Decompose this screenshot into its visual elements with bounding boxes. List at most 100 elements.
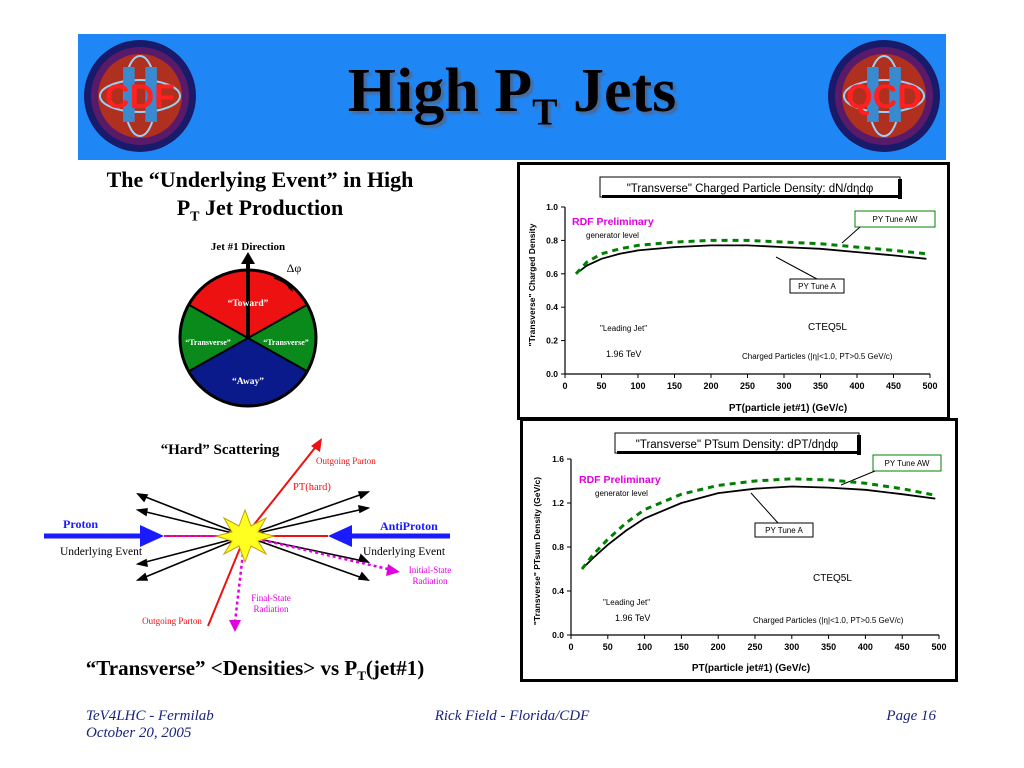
x-tick-label: 50	[596, 381, 606, 391]
underlying-event-right-label: Underlying Event	[363, 546, 446, 558]
title-banner: II CDF II QCD High PT Jets	[78, 34, 946, 160]
x-tick-label: 250	[740, 381, 755, 391]
footer-page: Page 16	[886, 708, 936, 724]
transverse-right-region	[248, 304, 317, 372]
x-tick-label: 50	[603, 642, 613, 652]
y-axis-label: "Transverse" PTsum Density (GeV/c)	[532, 477, 542, 625]
y-tick-label: 1.6	[552, 454, 564, 464]
away-label: “Away”	[232, 376, 264, 387]
leading-jet-label: "Leading Jet"	[600, 324, 647, 333]
pt-hard-label: PT(hard)	[293, 482, 331, 493]
x-tick-label: 150	[674, 642, 689, 652]
x-tick-label: 200	[711, 642, 726, 652]
y-axis-label: "Transverse" Charged Density	[527, 223, 537, 346]
chart-title: "Transverse" Charged Particle Density: d…	[627, 183, 874, 195]
svg-text:CDF: CDF	[105, 78, 175, 116]
x-tick-label: 150	[667, 381, 682, 391]
hard-scattering-diagram: “Hard” Scattering Outgoing Parton PT(har…	[44, 438, 452, 632]
legend-tune-a: PY Tune A	[775, 256, 845, 294]
charged-density-chart: "Transverse" Charged Particle Density: d…	[527, 176, 938, 414]
transverse-right-label: “Transverse”	[263, 338, 309, 347]
series-line-tune-a	[581, 485, 936, 570]
section-subtitle: The “Underlying Event” in High PT Jet Pr…	[106, 167, 414, 225]
x-tick-label: 400	[849, 381, 864, 391]
x-tick-label: 350	[813, 381, 828, 391]
ptsum-density-chart: "Transverse" PTsum Density: dPT/dηdφ PT(…	[532, 432, 947, 674]
legend-tune-aw-label: PY Tune AW	[885, 459, 930, 468]
cuts-label: Charged Particles (|η|<1.0, PT>0.5 GeV/c…	[742, 352, 893, 361]
fsr-label-2: Radiation	[254, 604, 289, 614]
antiproton-label: AntiProton	[380, 519, 438, 533]
y-tick-label: 0.4	[546, 302, 558, 312]
legend-tune-a-label: PY Tune A	[798, 282, 836, 291]
cuts-label: Charged Particles (|η|<1.0, PT>0.5 GeV/c…	[753, 616, 904, 625]
chart-title-box: "Transverse" Charged Particle Density: d…	[599, 176, 902, 199]
legend-tune-aw: PY Tune AW	[841, 210, 936, 244]
chart-title: "Transverse" PTsum Density: dPT/dηdφ	[636, 439, 838, 451]
x-tick-label: 300	[784, 642, 799, 652]
y-tick-label: 0.2	[546, 336, 558, 346]
legend-tune-a-label: PY Tune A	[765, 526, 803, 535]
rdf-preliminary-label: RDF Preliminary	[579, 474, 661, 486]
delta-phi-label: Δφ	[287, 261, 302, 275]
y-tick-label: 1.2	[552, 498, 564, 508]
x-tick-label: 300	[776, 381, 791, 391]
footer-left: TeV4LHC - Fermilab October 20, 2005	[86, 708, 214, 742]
footer-author: Rick Field - Florida/CDF	[434, 708, 590, 724]
ptsum-density-chart-box: "Transverse" PTsum Density: dPT/dηdφ PT(…	[520, 418, 958, 682]
y-tick-label: 0.6	[546, 269, 558, 279]
series-line-tune-aw	[574, 238, 927, 275]
x-tick-label: 350	[821, 642, 836, 652]
generator-level-label: generator level	[595, 489, 648, 498]
x-tick-label: 450	[895, 642, 910, 652]
isr-label-1: Initial-State	[409, 565, 452, 575]
energy-label: 1.96 TeV	[606, 349, 641, 359]
qcd-logo: II QCD	[828, 40, 940, 152]
footer-event: TeV4LHC - Fermilab	[86, 708, 214, 724]
x-tick-label: 500	[922, 381, 937, 391]
leading-jet-label: "Leading Jet"	[603, 598, 650, 607]
x-tick-label: 400	[858, 642, 873, 652]
hard-scattering-title: “Hard” Scattering	[161, 442, 280, 458]
x-tick-label: 100	[637, 642, 652, 652]
fsr-label-1: Final-State	[251, 593, 291, 603]
initial-state-radiation	[244, 534, 393, 572]
svg-text:QCD: QCD	[846, 78, 922, 116]
isr-label-2: Radiation	[413, 576, 448, 586]
collision-burst	[214, 508, 276, 564]
plot-area: 0 50 100 150 200 250 300 350 400 450 500 0.0 0.4 0.8 1…	[552, 454, 946, 652]
outgoing-parton-top	[244, 443, 319, 537]
x-tick-label: 250	[747, 642, 762, 652]
cdf-logo: II CDF	[84, 40, 196, 152]
svg-text:II: II	[862, 50, 906, 139]
y-tick-label: 0.4	[552, 586, 564, 596]
svg-text:II: II	[118, 50, 162, 139]
x-tick-label: 0	[562, 381, 567, 391]
legend-tune-a: PY Tune A	[750, 492, 814, 538]
chart-title-box: "Transverse" PTsum Density: dPT/dηdφ	[614, 432, 861, 455]
energy-label: 1.96 TeV	[615, 613, 650, 623]
outgoing-parton-top-label: Outgoing Parton	[316, 456, 376, 466]
x-tick-label: 0	[568, 642, 573, 652]
page-title: High PT Jets	[347, 57, 677, 134]
y-tick-label: 0.8	[546, 235, 558, 245]
densities-caption: “Transverse” <Densities> vs PT(jet#1)	[85, 656, 425, 684]
footer-date: October 20, 2005	[86, 725, 192, 741]
region-wheel-diagram: Jet #1 Direction Δφ “Toward” “Transverse…	[178, 241, 318, 408]
toward-label: “Toward”	[228, 298, 269, 309]
x-tick-label: 450	[886, 381, 901, 391]
plot-area: 0 50 100 150 200 250 300 350 400 450 500 0.0 0.2 0.4 0…	[546, 202, 937, 391]
legend-tune-aw: PY Tune AW	[840, 454, 942, 486]
underlying-event-left-label: Underlying Event	[60, 546, 143, 558]
y-tick-label: 0.0	[546, 369, 558, 379]
jet-direction-label: Jet #1 Direction	[211, 241, 285, 253]
x-axis-label: PT(particle jet#1) (GeV/c)	[692, 663, 810, 674]
x-tick-label: 200	[703, 381, 718, 391]
y-tick-label: 0.0	[552, 630, 564, 640]
charged-density-chart-box: "Transverse" Charged Particle Density: d…	[517, 162, 950, 420]
proton-label: Proton	[63, 517, 98, 531]
y-tick-label: 0.8	[552, 542, 564, 552]
y-tick-label: 1.0	[546, 202, 558, 212]
x-tick-label: 500	[931, 642, 946, 652]
rdf-preliminary-label: RDF Preliminary	[572, 216, 654, 228]
